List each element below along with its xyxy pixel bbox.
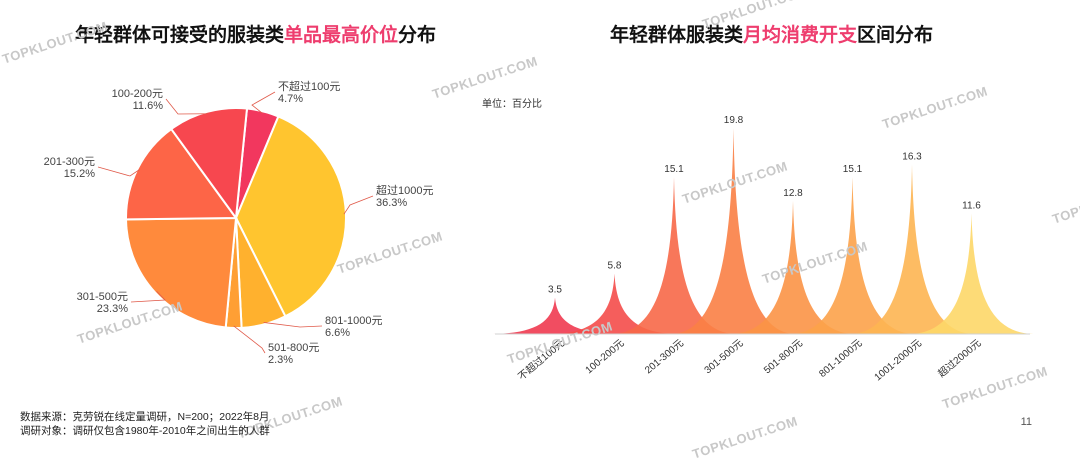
bar-value-label: 11.6 xyxy=(962,200,981,211)
pie-leader-line xyxy=(130,290,166,303)
pie-slice-value: 6.6% xyxy=(325,327,350,339)
page-number: 11 xyxy=(1020,416,1032,428)
bar-value-label: 16.3 xyxy=(902,151,922,162)
x-tick-label: 301-500元 xyxy=(703,338,746,376)
survey-scope-note: 调研对象：调研仅包含1980年-2010年之间出生的人群 xyxy=(20,425,270,437)
bar-value-label: 3.5 xyxy=(548,285,562,296)
x-tick-label: 501-800元 xyxy=(762,338,805,376)
pie-leader-line xyxy=(233,325,266,354)
x-tick-label: 1001-2000元 xyxy=(873,338,924,384)
pie-leader-line xyxy=(343,195,374,215)
spike-bar xyxy=(493,297,617,334)
spike-bar xyxy=(671,128,796,334)
pie-slice-label: 801-1000元 xyxy=(325,315,383,327)
pie-slice-value: 2.3% xyxy=(268,354,293,366)
watermark: TOPKLOUT.COM xyxy=(690,413,800,462)
pie-leader-line xyxy=(97,166,140,177)
pie-slice xyxy=(169,107,249,221)
pie-slice-label: 201-300元 xyxy=(44,156,95,168)
unit-label: 单位：百分比 xyxy=(482,99,542,110)
pie-slice-label: 不超过100元 xyxy=(278,79,340,93)
pie-slice-label: 301-500元 xyxy=(77,291,128,303)
pie-slice xyxy=(234,115,347,318)
bar-value-label: 5.8 xyxy=(608,261,622,272)
spike-bar xyxy=(850,164,974,334)
x-tick-label: 超过2000元 xyxy=(935,336,983,380)
bar-value-label: 15.1 xyxy=(843,164,863,175)
spike-bar xyxy=(731,200,855,334)
pie-leader-line xyxy=(251,91,276,114)
pie-leader-line xyxy=(263,322,323,328)
pie-slice xyxy=(124,216,238,329)
pie-slice-value: 11.6% xyxy=(133,100,164,112)
pie-slice-label: 100-200元 xyxy=(112,88,163,100)
spike-bar xyxy=(909,213,1034,334)
pie-slice-value: 4.7% xyxy=(278,93,303,105)
bar-chart-title: 年轻群体服装类月均消费开支区间分布 xyxy=(610,25,934,46)
pie-slice-value: 36.3% xyxy=(376,197,407,209)
bar-value-label: 12.8 xyxy=(783,188,803,199)
spike-bar xyxy=(552,273,677,334)
spike-bar xyxy=(612,176,736,334)
pie-chart-title: 年轻群体可接受的服装类单品最高价位分布 xyxy=(75,25,437,46)
data-source-note: 数据来源：克劳锐在线定量调研，N=200；2022年8月 xyxy=(20,411,270,423)
spike-bar xyxy=(790,176,915,334)
x-tick-label: 100-200元 xyxy=(584,338,627,376)
pie-slice-value: 15.2% xyxy=(64,168,95,180)
bar-value-label: 15.1 xyxy=(664,164,684,175)
x-tick-label: 201-300元 xyxy=(643,338,686,376)
spike-bar-chart: 3.55.815.119.812.815.116.311.6 不超过100元 10… xyxy=(493,115,1034,384)
pie-slice-label: 501-800元 xyxy=(268,342,319,354)
pie-slice xyxy=(125,127,238,221)
bar-value-label: 19.8 xyxy=(724,115,744,126)
pie-slice-label: 超过1000元 xyxy=(376,183,433,197)
pie-slice-value: 23.3% xyxy=(97,303,128,315)
pie-leader-line xyxy=(165,98,208,115)
x-tick-label: 801-1000元 xyxy=(817,338,864,380)
